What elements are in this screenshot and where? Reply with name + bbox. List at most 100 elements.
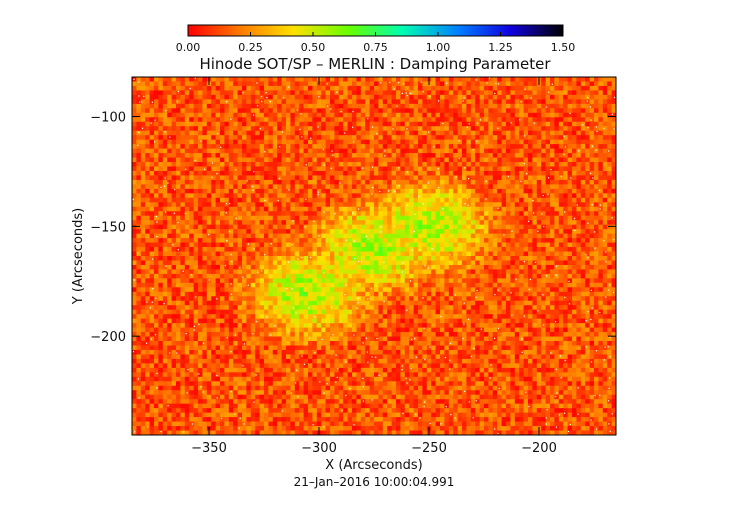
heatmap-cell bbox=[145, 126, 150, 132]
heatmap-cell bbox=[180, 117, 186, 123]
heatmap-cell bbox=[510, 220, 516, 226]
heatmap-cell bbox=[360, 77, 366, 82]
heatmap-cell bbox=[580, 184, 586, 190]
heatmap-cell bbox=[602, 188, 608, 194]
heatmap-cell bbox=[541, 162, 546, 167]
heatmap-cell bbox=[255, 153, 260, 158]
heatmap-cell bbox=[171, 148, 177, 154]
heatmap-cell bbox=[206, 260, 212, 266]
heatmap-cell bbox=[550, 130, 555, 136]
heatmap-cell bbox=[453, 157, 458, 163]
heatmap-cell bbox=[171, 99, 177, 105]
heatmap-cell bbox=[488, 94, 494, 100]
heatmap-cell bbox=[158, 117, 164, 123]
heatmap-cell bbox=[589, 166, 595, 172]
heatmap-cell bbox=[378, 238, 384, 243]
heatmap-cell bbox=[501, 242, 507, 248]
heatmap-cell bbox=[237, 238, 243, 243]
heatmap-cell bbox=[228, 193, 234, 199]
heatmap-cell bbox=[532, 193, 538, 199]
heatmap-cell bbox=[154, 126, 159, 132]
heatmap-cell bbox=[140, 238, 146, 243]
heatmap-cell bbox=[286, 220, 291, 226]
heatmap-cell bbox=[567, 211, 573, 217]
heatmap-cell bbox=[462, 77, 467, 82]
heatmap-cell bbox=[572, 126, 577, 132]
heatmap-speck bbox=[497, 207, 499, 209]
heatmap-cell bbox=[519, 121, 524, 127]
heatmap-cell bbox=[519, 238, 524, 243]
heatmap-speck bbox=[253, 171, 255, 173]
heatmap-cell bbox=[501, 211, 507, 217]
heatmap-cell bbox=[510, 148, 516, 154]
heatmap-cell bbox=[356, 188, 362, 194]
heatmap-cell bbox=[426, 211, 432, 217]
heatmap-cell bbox=[576, 126, 582, 132]
heatmap-cell bbox=[462, 121, 467, 127]
heatmap-cell bbox=[387, 175, 392, 181]
heatmap-cell bbox=[426, 175, 432, 181]
heatmap-cell bbox=[444, 94, 450, 100]
heatmap-cell bbox=[374, 170, 379, 176]
heatmap-cell bbox=[220, 184, 225, 190]
heatmap-cell bbox=[338, 229, 344, 235]
heatmap-cell bbox=[149, 81, 155, 87]
heatmap-cell bbox=[356, 99, 362, 105]
heatmap-cell bbox=[431, 166, 436, 172]
heatmap-cell bbox=[365, 188, 370, 194]
heatmap-speck bbox=[141, 101, 143, 103]
heatmap-cell bbox=[594, 197, 599, 203]
heatmap-cell bbox=[206, 112, 212, 118]
heatmap-cell bbox=[462, 233, 467, 239]
heatmap-cell bbox=[576, 251, 582, 257]
heatmap-cell bbox=[541, 81, 546, 87]
heatmap-speck bbox=[595, 149, 597, 151]
heatmap-cell bbox=[580, 220, 586, 226]
heatmap-cell bbox=[589, 193, 595, 199]
heatmap-cell bbox=[514, 233, 520, 239]
heatmap-cell bbox=[572, 175, 577, 181]
heatmap-cell bbox=[418, 264, 423, 270]
heatmap-cell bbox=[246, 166, 252, 172]
heatmap-speck bbox=[252, 114, 255, 116]
heatmap-cell bbox=[294, 224, 300, 230]
heatmap-cell bbox=[528, 197, 533, 203]
heatmap-cell bbox=[594, 188, 599, 194]
heatmap-cell bbox=[448, 251, 454, 257]
heatmap-cell bbox=[299, 112, 304, 118]
colorbar-tick-label: 0.00 bbox=[176, 41, 201, 54]
heatmap-cell bbox=[360, 144, 366, 150]
heatmap-cell bbox=[422, 108, 428, 114]
heatmap-cell bbox=[484, 112, 489, 118]
heatmap-cell bbox=[360, 162, 366, 167]
heatmap-cell bbox=[356, 130, 362, 136]
heatmap-cell bbox=[294, 211, 300, 217]
heatmap-cell bbox=[466, 85, 472, 91]
heatmap-cell bbox=[176, 184, 181, 190]
heatmap-cell bbox=[272, 256, 278, 261]
heatmap-cell bbox=[145, 179, 150, 185]
heatmap-cell bbox=[211, 211, 216, 217]
heatmap-cell bbox=[343, 148, 348, 154]
heatmap-cell bbox=[598, 188, 604, 194]
heatmap-cell bbox=[497, 175, 502, 181]
heatmap-cell bbox=[162, 170, 168, 176]
heatmap-cell bbox=[457, 175, 463, 181]
heatmap-cell bbox=[462, 206, 467, 212]
heatmap-cell bbox=[360, 175, 366, 181]
heatmap-cell bbox=[409, 202, 414, 208]
heatmap-cell bbox=[330, 81, 335, 87]
heatmap-cell bbox=[550, 162, 555, 167]
heatmap-cell bbox=[360, 242, 366, 248]
heatmap-cell bbox=[132, 233, 137, 239]
heatmap-cell bbox=[154, 211, 159, 217]
heatmap-cell bbox=[233, 251, 238, 257]
heatmap-cell bbox=[514, 121, 520, 127]
heatmap-speck bbox=[216, 133, 219, 135]
heatmap-cell bbox=[268, 170, 274, 176]
heatmap-cell bbox=[250, 77, 256, 82]
heatmap-cell bbox=[154, 193, 159, 199]
heatmap-cell bbox=[286, 224, 291, 230]
heatmap-cell bbox=[554, 135, 560, 141]
heatmap-cell bbox=[519, 193, 524, 199]
